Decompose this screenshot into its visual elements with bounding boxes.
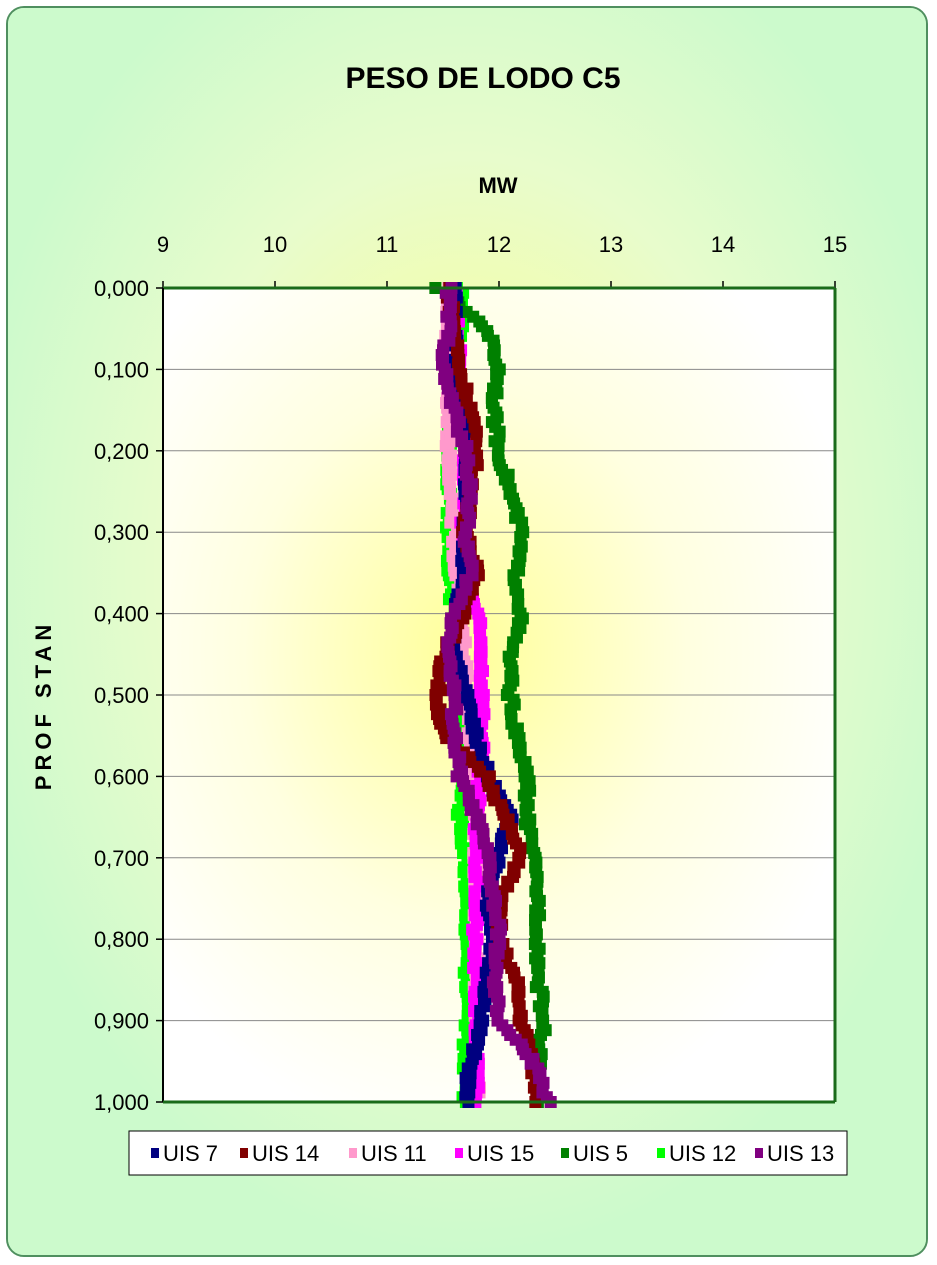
series-uis-13 <box>435 282 557 1108</box>
chart-frame: PESO DE LODO C5 MW PROF STAN 9 10 11 12 13 14… <box>6 6 928 1257</box>
y-tick-label: 1,000 <box>94 1090 149 1115</box>
x-tick-label: 14 <box>711 232 735 257</box>
y-axis-label: PROF STAN <box>31 620 56 790</box>
x-tick-label: 9 <box>157 232 169 257</box>
y-tick-label: 0,400 <box>94 602 149 627</box>
x-tick-label: 15 <box>823 232 847 257</box>
y-tick-label: 0,300 <box>94 520 149 545</box>
legend-swatch <box>349 1148 357 1158</box>
y-tick-label: 0,900 <box>94 1009 149 1034</box>
legend-swatch <box>755 1148 763 1158</box>
data-series <box>429 282 557 1108</box>
legend-label: UIS 5 <box>573 1141 628 1166</box>
chart-title: PESO DE LODO C5 <box>345 62 620 95</box>
y-tick-label: 0,600 <box>94 764 149 789</box>
marker <box>474 765 487 778</box>
legend-label: UIS 7 <box>163 1141 218 1166</box>
y-tick-label: 0,800 <box>94 927 149 952</box>
y-tick-labels: 0,000 0,100 0,200 0,300 0,400 0,500 0,600 0,700… <box>94 276 163 1115</box>
x-tick-label: 10 <box>263 232 287 257</box>
x-tick-label: 11 <box>376 232 399 257</box>
x-axis-label: MW <box>478 173 517 198</box>
y-tick-label: 0,700 <box>94 846 149 871</box>
legend-label: UIS 13 <box>767 1141 834 1166</box>
legend-swatch <box>657 1148 665 1158</box>
legend-swatch <box>240 1148 248 1158</box>
legend-label: UIS 14 <box>252 1141 319 1166</box>
legend-swatch <box>151 1148 159 1158</box>
legend-swatch <box>561 1148 569 1158</box>
legend: UIS 7 UIS 14 UIS 11 UIS 15 UIS 5 UIS 12 UIS 13 <box>128 1130 848 1176</box>
y-tick-label: 0,200 <box>94 439 149 464</box>
legend-label: UIS 12 <box>669 1141 736 1166</box>
legend-label: UIS 11 <box>361 1141 427 1166</box>
chart-svg: PESO DE LODO C5 MW PROF STAN 9 10 11 12 13 14… <box>8 8 926 1255</box>
y-tick-label: 0,100 <box>94 357 149 382</box>
y-tick-label: 0,500 <box>94 683 149 708</box>
legend-swatch <box>455 1148 463 1158</box>
x-tick-label: 12 <box>487 232 511 257</box>
legend-label: UIS 15 <box>467 1141 534 1166</box>
y-tick-label: 0,000 <box>94 276 149 301</box>
x-tick-labels: 9 10 11 12 13 14 15 <box>157 232 847 288</box>
legend-box <box>128 1130 848 1176</box>
x-tick-label: 13 <box>599 232 623 257</box>
